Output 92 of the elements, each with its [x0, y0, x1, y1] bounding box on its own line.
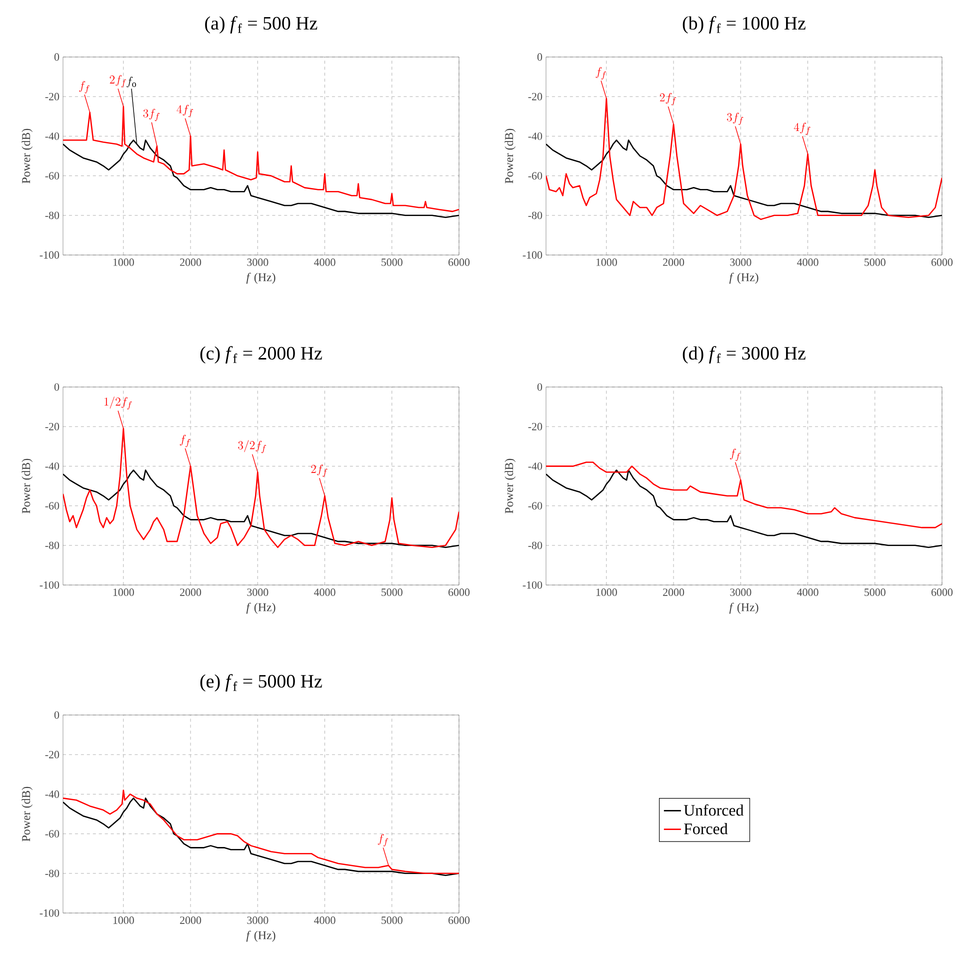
- y-tick-label: -80: [45, 212, 60, 220]
- y-tick-label: -80: [45, 870, 60, 878]
- x-tick-label: 6000: [932, 588, 953, 596]
- x-tick-label: 2000: [180, 588, 202, 596]
- y-tick-label: -80: [528, 542, 542, 550]
- y-axis-title: Power (dB): [504, 128, 516, 184]
- chart-title: (e) f$_{f}$ = 5000 Hz: [200, 674, 322, 692]
- x-tick-label: 2000: [663, 258, 684, 266]
- x-tick-label: 3000: [730, 258, 752, 266]
- annotation: $3/2f_f$: [238, 440, 266, 454]
- annotation: $2f_f$: [660, 92, 676, 106]
- annotation: $f_f$: [378, 834, 388, 846]
- x-tick-label: 6000: [448, 588, 470, 596]
- chart-title: (a) f$_{f}$ = 500 Hz: [205, 16, 318, 34]
- x-tick-label: 1000: [113, 258, 134, 266]
- y-axis-title: Power (dB): [22, 128, 33, 184]
- y-tick-label: -40: [45, 790, 60, 798]
- x-tick-label: 5000: [382, 258, 402, 266]
- x-axis-title: f (Hz): [246, 272, 276, 284]
- y-tick-label: -80: [45, 542, 60, 550]
- y-tick-label: -100: [40, 251, 60, 259]
- y-tick-label: 0: [537, 383, 542, 391]
- y-tick-label: -20: [45, 92, 60, 100]
- annotation: $3f_f$: [143, 108, 160, 122]
- y-tick-label: -20: [528, 422, 542, 430]
- chart-title: (c) f$_{f}$ = 2000 Hz: [200, 346, 322, 364]
- chart-title: (d) f$_{f}$ = 3000 Hz: [682, 346, 806, 364]
- x-tick-label: 3000: [247, 916, 268, 924]
- y-axis-title: Power (dB): [22, 786, 33, 842]
- y-tick-label: -100: [522, 251, 542, 259]
- x-tick-label: 1000: [596, 588, 617, 596]
- y-tick-label: -20: [528, 92, 542, 100]
- y-axis-title: Power (dB): [22, 458, 33, 514]
- y-tick-label: -60: [45, 172, 60, 180]
- annotation: $f_f$: [730, 448, 740, 461]
- x-tick-label: 4000: [797, 588, 818, 596]
- annotation: $3f_f$: [726, 112, 744, 126]
- legend-label: Forced: [684, 823, 728, 834]
- x-tick-label: 2000: [663, 588, 684, 596]
- legend-label: Unforced: [684, 804, 744, 816]
- x-tick-label: 6000: [932, 258, 953, 266]
- x-tick-label: 3000: [730, 588, 752, 596]
- x-tick-label: 3000: [247, 588, 268, 596]
- x-tick-label: 1000: [596, 258, 617, 266]
- y-tick-label: -100: [40, 909, 60, 917]
- annotation: $4f_f$: [794, 122, 810, 135]
- y-tick-label: -20: [45, 750, 60, 758]
- x-tick-label: 5000: [864, 258, 886, 266]
- y-tick-label: -20: [45, 422, 60, 430]
- x-axis-title: f (Hz): [246, 930, 276, 942]
- x-tick-label: 6000: [448, 258, 470, 266]
- x-tick-label: 4000: [797, 258, 818, 266]
- y-tick-label: -60: [528, 172, 542, 180]
- x-axis-title: f (Hz): [729, 272, 758, 284]
- x-tick-label: 4000: [314, 916, 336, 924]
- x-tick-label: 1000: [113, 588, 134, 596]
- annotation: $f_f$: [180, 434, 190, 448]
- y-tick-label: -100: [40, 581, 60, 589]
- x-tick-label: 5000: [382, 588, 402, 596]
- x-tick-label: 3000: [247, 258, 268, 266]
- x-tick-label: 4000: [314, 588, 336, 596]
- y-tick-label: -40: [45, 132, 60, 140]
- annotation: $2f_f$: [110, 75, 126, 88]
- x-tick-label: 2000: [180, 916, 202, 924]
- y-tick-label: 0: [54, 53, 60, 61]
- y-tick-label: -60: [528, 502, 542, 510]
- y-tick-label: -60: [45, 830, 60, 838]
- y-axis-title: Power (dB): [504, 458, 516, 514]
- chart-title: (b) f$_{f}$ = 1000 Hz: [682, 16, 806, 34]
- y-tick-label: -40: [45, 462, 60, 470]
- x-axis-title: f (Hz): [729, 602, 758, 614]
- x-tick-label: 2000: [180, 258, 202, 266]
- y-tick-label: -80: [528, 212, 542, 220]
- annotation: $f_f$: [79, 81, 90, 94]
- x-tick-label: 5000: [382, 916, 402, 924]
- x-tick-label: 1000: [113, 916, 134, 924]
- x-tick-label: 4000: [314, 258, 336, 266]
- y-tick-label: 0: [537, 53, 542, 61]
- annotation: $2f_f$: [311, 464, 328, 477]
- x-axis-title: f (Hz): [246, 602, 276, 614]
- annotation: $4f_f$: [176, 104, 194, 118]
- x-tick-label: 5000: [864, 588, 886, 596]
- y-tick-label: -40: [528, 132, 542, 140]
- y-tick-label: -100: [522, 581, 542, 589]
- y-tick-label: 0: [54, 383, 60, 391]
- y-tick-label: -60: [45, 502, 60, 510]
- annotation: $f_\mathrm{o}$: [126, 76, 136, 88]
- y-tick-label: 0: [54, 711, 60, 719]
- annotation: $1/2f_f$: [104, 396, 132, 410]
- y-tick-label: -40: [528, 462, 542, 470]
- x-tick-label: 6000: [448, 916, 470, 924]
- annotation: $f_f$: [596, 67, 606, 80]
